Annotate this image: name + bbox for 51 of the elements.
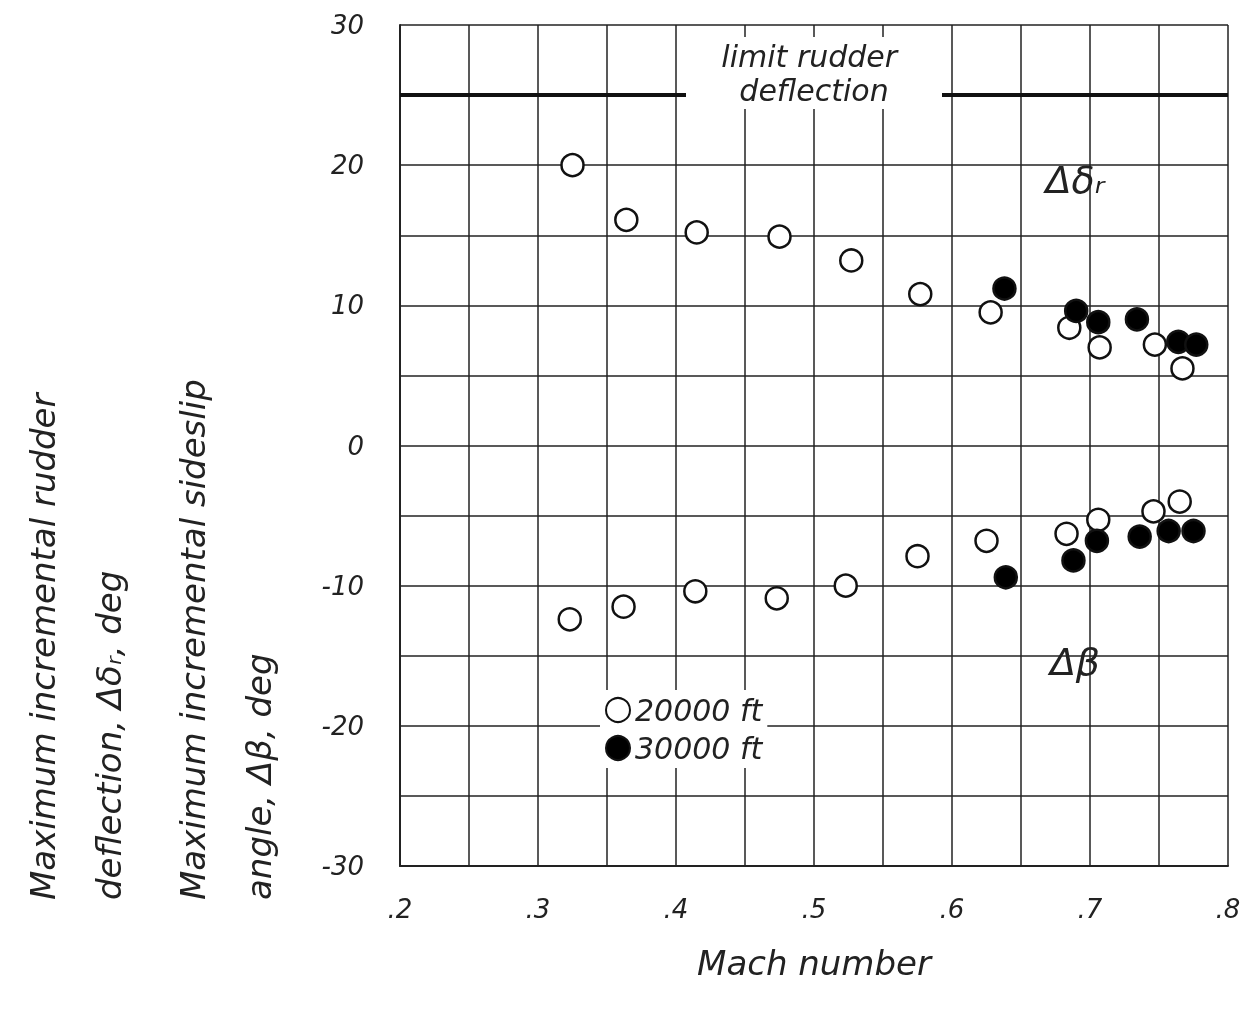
point [908,281,933,307]
point [1127,524,1152,549]
point [839,248,864,273]
point [1141,499,1166,524]
y-tick-label: 0 [347,430,364,461]
point [992,276,1017,301]
x-tick-label: .4 [663,894,689,924]
point [974,528,999,554]
legend-label: 30000 ft [635,730,764,766]
point [1181,518,1206,544]
point [764,586,789,611]
point [993,565,1019,590]
point [1184,332,1209,357]
y-tick-label: 30 [330,10,364,40]
point [611,594,636,619]
point [1156,518,1181,544]
x-tick-label: .6 [939,894,965,924]
point [1061,548,1086,573]
point [767,224,792,249]
y-tick-label: -30 [321,851,364,881]
point [1170,356,1195,381]
point [1142,332,1168,357]
point [683,579,708,604]
point [614,207,639,233]
y-tick-label: -20 [321,710,364,741]
legend-label: 20000 ft [635,692,764,728]
x-tick-label: .2 [387,894,413,924]
x-tick-label: .8 [1215,894,1241,924]
point [978,300,1003,325]
point [557,607,582,632]
point [1124,307,1150,332]
point [1087,335,1112,360]
point [684,220,709,245]
point [1084,528,1110,554]
x-tick-label: .7 [1077,894,1103,924]
point [1063,298,1089,324]
point [560,152,585,178]
y-tick-label: 20 [330,150,364,181]
x-axis-title: Mach number [697,943,933,983]
point [833,573,858,598]
point [1167,489,1192,514]
y-tick-label: -10 [321,570,364,601]
y-tick-label: 10 [330,290,364,321]
x-tick-label: .3 [525,894,551,924]
x-tick-label: .5 [801,894,827,924]
point [1086,309,1111,335]
point [1054,521,1079,547]
ref-line-label: limit rudder deflection [721,38,907,108]
text: Maximum incremental rudder deflection, Δδᵣ, deg Maximum incremental sideslip angle, Δβ, deg [23,379,279,900]
point [1086,507,1111,533]
point [905,543,930,569]
